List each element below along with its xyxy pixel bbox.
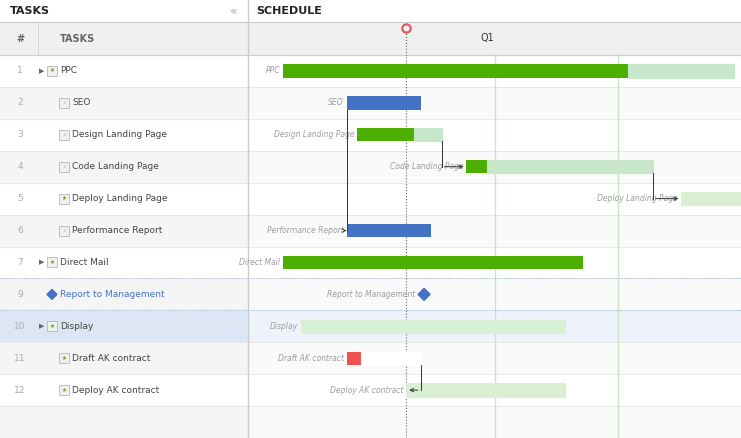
- Polygon shape: [47, 290, 57, 300]
- Text: PPC: PPC: [60, 67, 77, 75]
- Bar: [347, 352, 361, 365]
- Bar: [59, 226, 69, 236]
- Bar: [347, 224, 431, 237]
- Text: ✓: ✓: [62, 100, 66, 106]
- Text: ★: ★: [62, 196, 67, 201]
- Bar: [0, 87, 248, 119]
- Text: «: «: [230, 4, 238, 18]
- Text: #: #: [16, 33, 24, 43]
- Bar: [59, 385, 69, 395]
- Text: ▶: ▶: [39, 323, 44, 329]
- Text: ▶: ▶: [39, 259, 44, 265]
- Text: ✓: ✓: [62, 164, 66, 169]
- Text: 9: 9: [17, 290, 23, 299]
- Bar: [0, 406, 248, 438]
- Text: Direct Mail: Direct Mail: [239, 258, 280, 267]
- Text: 10: 10: [14, 322, 26, 331]
- Text: ★: ★: [50, 324, 54, 329]
- Bar: [47, 258, 57, 268]
- Text: Report to Management: Report to Management: [60, 290, 165, 299]
- Bar: [59, 353, 69, 363]
- Bar: [59, 162, 69, 172]
- Bar: [248, 342, 741, 374]
- Bar: [248, 215, 741, 247]
- Text: Performance Report: Performance Report: [72, 226, 162, 235]
- Text: SCHEDULE: SCHEDULE: [256, 6, 322, 16]
- Bar: [413, 128, 442, 141]
- Text: SEO: SEO: [328, 99, 344, 107]
- Bar: [248, 311, 741, 342]
- Text: Deploy AK contract: Deploy AK contract: [72, 385, 159, 395]
- Text: ★: ★: [62, 388, 67, 392]
- Text: 12: 12: [14, 385, 26, 395]
- Text: Design Landing Page: Design Landing Page: [273, 130, 354, 139]
- Text: Code Landing Page: Code Landing Page: [72, 162, 159, 171]
- Text: 11: 11: [14, 354, 26, 363]
- Bar: [0, 0, 741, 22]
- Bar: [248, 406, 741, 438]
- Text: Code Landing Page: Code Landing Page: [390, 162, 463, 171]
- Bar: [47, 321, 57, 331]
- Text: ✓: ✓: [62, 132, 66, 137]
- Bar: [0, 22, 741, 55]
- Text: Report to Management: Report to Management: [327, 290, 415, 299]
- Bar: [488, 160, 653, 173]
- Bar: [59, 194, 69, 204]
- Text: 4: 4: [17, 162, 23, 171]
- Bar: [59, 130, 69, 140]
- Bar: [347, 96, 421, 110]
- Text: ▶: ▶: [39, 68, 44, 74]
- Text: PPC: PPC: [265, 67, 280, 75]
- Text: ★: ★: [50, 68, 54, 74]
- Text: ★: ★: [62, 356, 67, 361]
- Bar: [407, 383, 565, 397]
- Bar: [248, 279, 741, 311]
- Text: 1: 1: [17, 67, 23, 75]
- Text: 7: 7: [17, 258, 23, 267]
- Bar: [628, 64, 734, 78]
- Bar: [0, 279, 248, 311]
- Text: Direct Mail: Direct Mail: [60, 258, 109, 267]
- Text: ✓: ✓: [62, 228, 66, 233]
- Bar: [0, 151, 248, 183]
- Polygon shape: [418, 288, 430, 300]
- Text: TASKS: TASKS: [10, 6, 50, 16]
- Text: Draft AK contract: Draft AK contract: [278, 354, 344, 363]
- Bar: [357, 128, 413, 141]
- Text: Performance Report: Performance Report: [267, 226, 344, 235]
- Bar: [47, 66, 57, 76]
- Text: 6: 6: [17, 226, 23, 235]
- Text: 2: 2: [17, 99, 23, 107]
- Bar: [283, 256, 582, 269]
- Bar: [283, 64, 628, 78]
- Text: 5: 5: [17, 194, 23, 203]
- Bar: [466, 160, 488, 173]
- Text: Deploy Landing Page: Deploy Landing Page: [72, 194, 167, 203]
- Bar: [301, 320, 565, 333]
- Text: SEO: SEO: [72, 99, 90, 107]
- Bar: [248, 87, 741, 119]
- Bar: [59, 98, 69, 108]
- Text: TASKS: TASKS: [60, 33, 96, 43]
- Bar: [361, 352, 421, 365]
- Bar: [0, 342, 248, 374]
- Text: Deploy AK contract: Deploy AK contract: [330, 385, 403, 395]
- Text: Draft AK contract: Draft AK contract: [72, 354, 150, 363]
- Text: Design Landing Page: Design Landing Page: [72, 130, 167, 139]
- Text: Display: Display: [270, 322, 298, 331]
- Text: ★: ★: [50, 260, 54, 265]
- Bar: [0, 215, 248, 247]
- Text: 3: 3: [17, 130, 23, 139]
- Text: Display: Display: [60, 322, 93, 331]
- Bar: [248, 151, 741, 183]
- Bar: [0, 311, 248, 342]
- Text: Q1: Q1: [481, 33, 494, 43]
- Text: Deploy Landing Page: Deploy Landing Page: [597, 194, 678, 203]
- Bar: [681, 192, 741, 205]
